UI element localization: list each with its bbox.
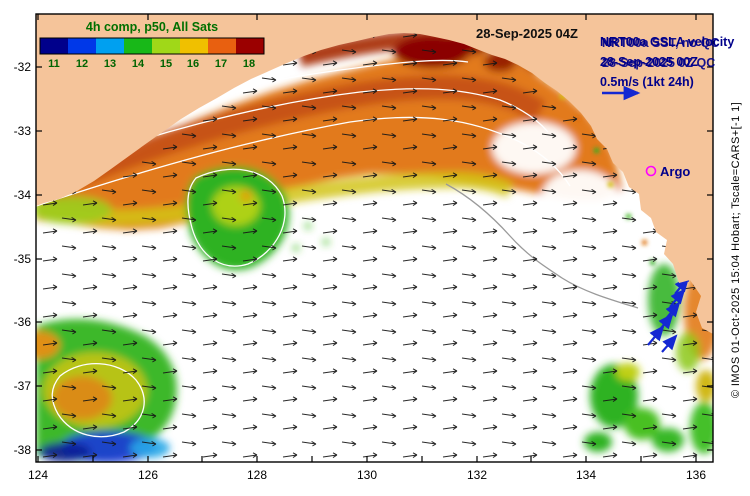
colorbar-tick: 11 xyxy=(48,58,60,70)
colorbar-tick-labels: 11 12 13 14 15 16 17 18 xyxy=(48,58,255,70)
colorbar-tick: 15 xyxy=(160,58,172,70)
colorbar-segment xyxy=(96,38,124,54)
x-tick-label: 130 xyxy=(357,468,377,482)
colorbar-segment xyxy=(180,38,208,54)
copyright-caption: © IMOS 01-Oct-2025 15:04 Hobart; Tscale=… xyxy=(730,102,742,398)
colorbar-segment xyxy=(40,38,68,54)
x-tick-label: 134 xyxy=(576,468,596,482)
annotation-overlay: NRT00a SST, no QC 28-Sep-2025 0Z QC NRT0… xyxy=(600,35,734,101)
colorbar-segment xyxy=(68,38,96,54)
y-axis-ticks xyxy=(36,66,713,451)
colorbar-segment xyxy=(124,38,152,54)
x-tick-label: 136 xyxy=(686,468,706,482)
colorbar-segment xyxy=(236,38,264,54)
overlay-scale-label: 0.5m/s (1kt 24h) xyxy=(600,75,694,89)
x-axis-ticks xyxy=(37,14,697,462)
overlay-line2-a: 28-Sep-2025 00Z xyxy=(600,55,698,69)
colorbar-tick: 13 xyxy=(104,58,116,70)
overlay-line1-b: NRT00a SST, no QC xyxy=(602,36,719,50)
land-mass xyxy=(36,14,713,334)
colorbar-title: 4h comp, p50, All Sats xyxy=(86,20,218,34)
argo-marker-group: Argo xyxy=(645,164,690,179)
datetime-label: 28-Sep-2025 04Z xyxy=(476,26,578,41)
y-tick-label: -37 xyxy=(14,379,32,393)
argo-label: Argo xyxy=(660,164,690,179)
x-tick-label: 126 xyxy=(138,468,158,482)
strong-current-arrows xyxy=(647,266,694,353)
y-tick-label: -38 xyxy=(14,443,32,457)
colorbar-segment xyxy=(208,38,236,54)
colorbar-segment xyxy=(152,38,180,54)
y-tick-label: -35 xyxy=(14,252,32,266)
x-tick-label: 128 xyxy=(247,468,267,482)
y-tick-label: -33 xyxy=(14,124,32,138)
overlay-line2-b: 28-Sep-2025 0Z QC xyxy=(602,56,715,70)
overlay-line1-a: NRT00a GSLA velocity xyxy=(600,35,734,49)
colorbar-tick: 12 xyxy=(76,58,88,70)
y-tick-label: -36 xyxy=(14,315,32,329)
argo-marker-icon xyxy=(645,165,657,177)
colorbar-tick: 16 xyxy=(187,58,199,70)
x-tick-label: 124 xyxy=(28,468,48,482)
colorbar-tick: 18 xyxy=(243,58,255,70)
colorbar: 4h comp, p50, All Sats 11 12 13 14 15 16… xyxy=(39,20,265,70)
colorbar-border xyxy=(39,37,265,55)
colorbar-tick: 14 xyxy=(132,58,145,70)
x-axis-labels: 124 126 128 130 132 134 136 xyxy=(28,468,706,482)
y-tick-label: -32 xyxy=(14,60,32,74)
x-tick-label: 132 xyxy=(467,468,487,482)
axes-frame xyxy=(35,13,714,463)
colorbar-tick: 17 xyxy=(215,58,227,70)
y-tick-label: -34 xyxy=(14,188,32,202)
y-axis-labels: -32 -33 -34 -35 -36 -37 -38 xyxy=(14,60,32,457)
